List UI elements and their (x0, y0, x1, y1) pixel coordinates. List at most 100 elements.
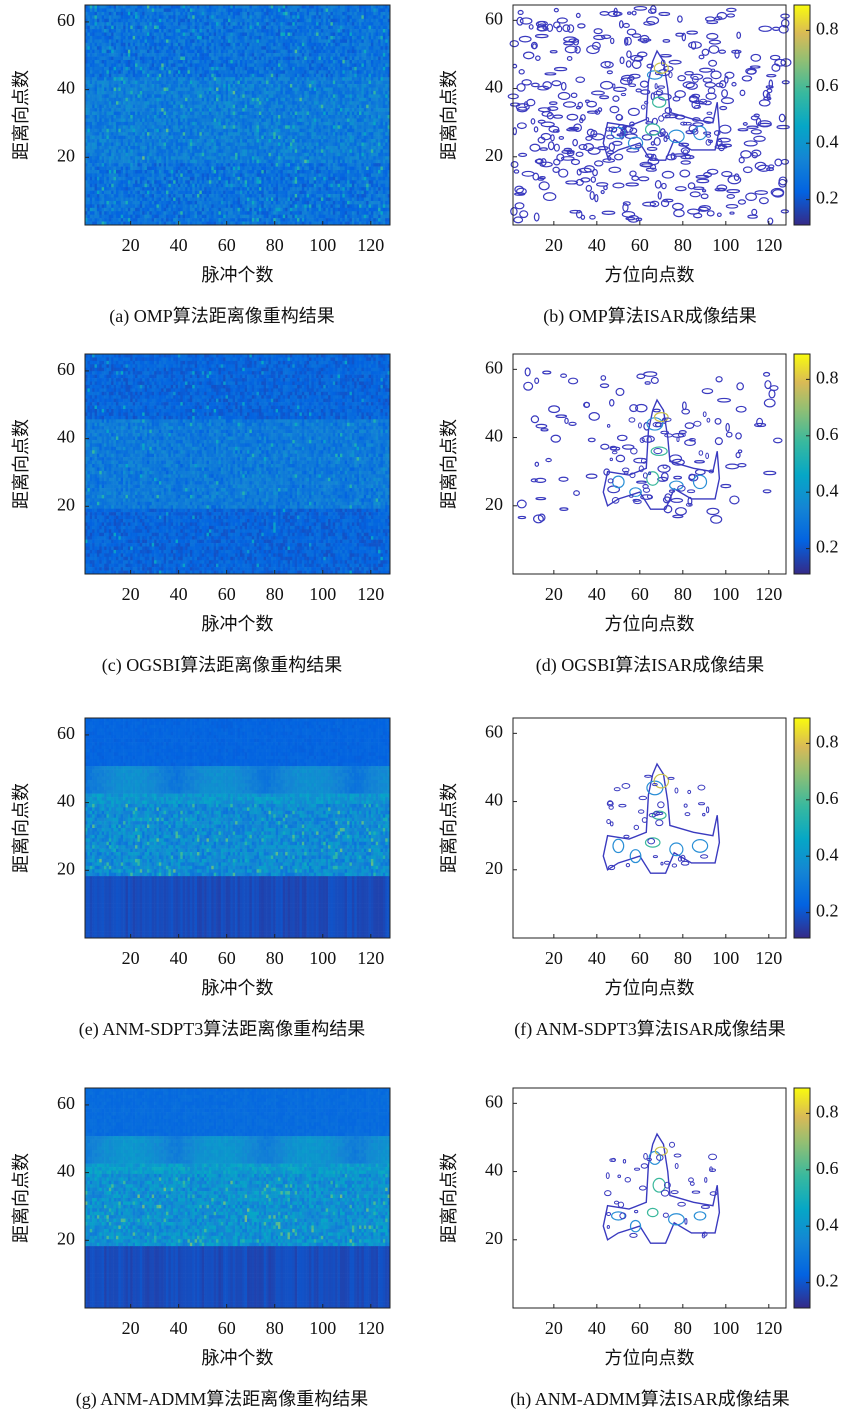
heatmap-cell (108, 39, 112, 44)
heatmap-cell (115, 84, 119, 88)
heatmap-cell (163, 29, 167, 33)
heatmap-cell (235, 63, 238, 68)
heatmap-cell (235, 108, 238, 112)
heatmap-cell (275, 104, 279, 109)
heatmap-cell (189, 115, 193, 119)
heatmap-cell (96, 97, 100, 102)
heatmap-cell (347, 121, 350, 126)
heatmap-cell (258, 63, 262, 68)
heatmap-cell (382, 39, 386, 44)
heatmap-cell (187, 42, 191, 47)
heatmap-cell (115, 39, 119, 44)
heatmap-cell (347, 135, 350, 140)
heatmap-cell (127, 121, 131, 126)
heatmap-cell (216, 84, 219, 88)
heatmap-cell (206, 56, 210, 61)
heatmap-cell (177, 60, 181, 64)
heatmap-cell (230, 128, 234, 133)
heatmap-cell (339, 87, 343, 92)
heatmap-cell (385, 118, 388, 123)
heatmap-cell (323, 121, 326, 126)
heatmap-cell (151, 90, 155, 95)
heatmap-cell (301, 94, 305, 99)
heatmap-cell (161, 8, 164, 13)
heatmap-cell (275, 39, 279, 44)
heatmap-cell (263, 56, 267, 61)
heatmap-cell (225, 8, 229, 13)
heatmap-cell (225, 118, 229, 123)
heatmap-cell (106, 132, 110, 136)
heatmap-cell (173, 111, 176, 116)
heatmap-cell (378, 15, 381, 20)
heatmap-cell (204, 5, 207, 9)
heatmap-cell (208, 39, 212, 44)
heatmap-cell (166, 97, 169, 102)
heatmap-cell (306, 77, 310, 81)
heatmap-cell (266, 32, 269, 37)
heatmap-cell (337, 77, 341, 81)
heatmap-cell (275, 5, 279, 9)
heatmap-cell (349, 5, 353, 9)
heatmap-cell (254, 66, 257, 71)
heatmap-cell (242, 25, 245, 30)
heatmap-cell (251, 29, 255, 33)
heatmap-cell (244, 101, 248, 105)
heatmap-cell (263, 118, 267, 123)
heatmap-cell (301, 77, 305, 81)
heatmap-cell (120, 77, 124, 81)
heatmap-cell (206, 53, 210, 57)
heatmap-cell (211, 70, 214, 75)
heatmap-cell (120, 53, 124, 57)
heatmap-cell (127, 97, 131, 102)
heatmap-cell (359, 121, 362, 126)
heatmap-cell (101, 104, 105, 109)
heatmap-cell (220, 60, 224, 64)
heatmap-cell (247, 104, 250, 109)
heatmap-cell (232, 121, 236, 126)
heatmap-cell (113, 70, 117, 75)
heatmap-cell (223, 101, 226, 105)
heatmap-cell (268, 15, 272, 20)
heatmap-cell (154, 115, 157, 119)
heatmap-cell (387, 77, 391, 81)
heatmap-cell (235, 22, 238, 26)
heatmap-cell (170, 39, 174, 44)
heatmap-cell (318, 35, 322, 40)
heatmap-cell (189, 5, 193, 9)
heatmap-cell (187, 18, 191, 23)
heatmap-cell (237, 63, 241, 68)
heatmap-cell (201, 87, 205, 92)
heatmap-cell (306, 73, 310, 78)
heatmap-cell (280, 70, 284, 75)
heatmap-cell (342, 49, 346, 54)
heatmap-cell (359, 63, 362, 68)
heatmap-cell (127, 11, 131, 16)
heatmap-cell (101, 70, 105, 75)
heatmap-cell (337, 5, 341, 9)
heatmap-cell (318, 53, 322, 57)
heatmap-cell (230, 15, 234, 20)
heatmap-cell (225, 18, 229, 23)
heatmap-cell (270, 56, 274, 61)
heatmap-cell (182, 108, 186, 112)
heatmap-cell (320, 39, 324, 44)
heatmap-cell (363, 15, 367, 20)
heatmap-cell (135, 111, 138, 116)
heatmap-cell (185, 53, 188, 57)
heatmap-cell (387, 90, 391, 95)
heatmap-cell (335, 132, 338, 136)
heatmap-cell (297, 77, 300, 81)
heatmap-cell (375, 115, 379, 119)
heatmap-cell (247, 132, 250, 136)
heatmap-cell (258, 101, 262, 105)
heatmap-cell (139, 63, 143, 68)
heatmap-cell (328, 135, 331, 140)
heatmap-cell (235, 66, 238, 71)
heatmap-cell (313, 94, 317, 99)
heatmap-cell (318, 60, 322, 64)
heatmap-cell (94, 63, 98, 68)
heatmap-cell (325, 97, 329, 102)
heatmap-cell (161, 121, 164, 126)
heatmap-cell (359, 18, 362, 23)
heatmap-cell (208, 32, 212, 37)
